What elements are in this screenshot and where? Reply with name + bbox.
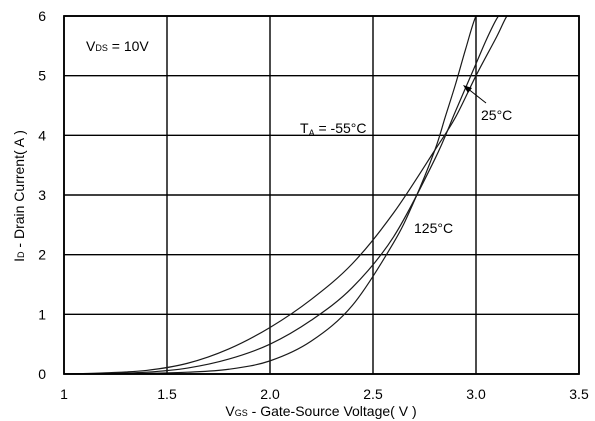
x-tick-label: 1 [60, 386, 68, 402]
series-line-0 [64, 16, 477, 374]
series-label-minus55: TA = -55°C [300, 120, 366, 138]
x-tick-label: 2.0 [260, 386, 280, 402]
series-line-2 [64, 16, 508, 374]
y-tick-label: 6 [38, 8, 46, 24]
x-tick-label: 3.0 [466, 386, 486, 402]
y-tick-label: 1 [38, 306, 46, 322]
series-line-1 [64, 16, 500, 374]
y-tick-label: 3 [38, 187, 46, 203]
plot-frame [63, 15, 580, 375]
annotation-arrow-25 [466, 87, 487, 104]
grid [63, 15, 580, 375]
y-tick-label: 5 [38, 68, 46, 84]
series-label-125: 125°C [414, 220, 453, 236]
series-label-25: 25°C [481, 107, 512, 123]
y-axis-title: ID - Drain Current( A ) [11, 130, 27, 262]
condition-label: VDS = 10V [86, 38, 149, 54]
x-tick-label: 3.5 [569, 386, 589, 402]
y-tick-label: 0 [38, 366, 46, 382]
x-tick-label: 1.5 [157, 386, 177, 402]
annotation-arrowhead-25 [463, 85, 472, 93]
x-tick-label: 2.5 [363, 386, 383, 402]
y-tick-label: 4 [38, 127, 46, 143]
x-axis-title: VGS - Gate-Source Voltage( V ) [225, 403, 416, 419]
y-tick-label: 2 [38, 247, 46, 263]
curves [64, 16, 508, 374]
